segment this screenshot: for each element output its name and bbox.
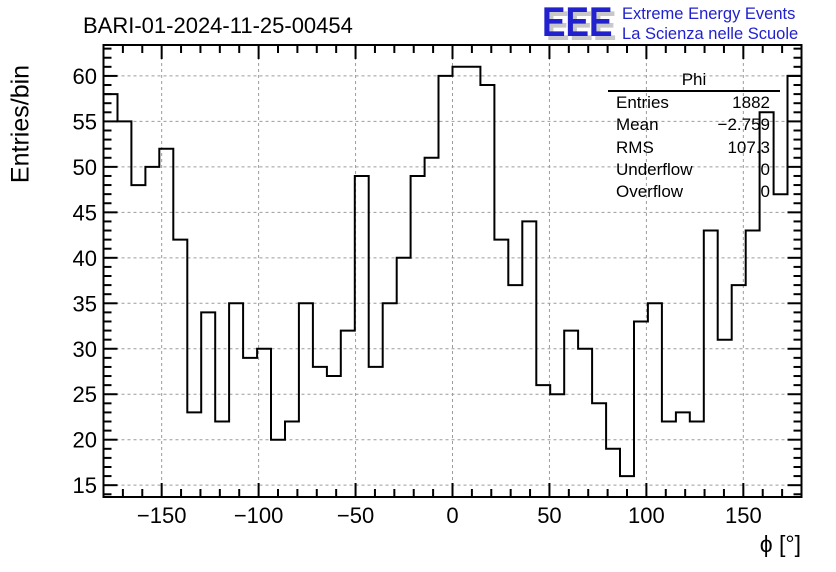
eee-logo-taglines: Extreme Energy Events La Scienza nelle S… [622, 2, 798, 44]
x-tick-label: −150 [137, 503, 187, 528]
x-tick-label: 50 [537, 503, 561, 528]
y-tick-label: 20 [73, 428, 97, 453]
stats-row-overflow: Overflow 0 [616, 182, 770, 202]
stats-box: Phi Entries 1882 Mean −2.759 RMS 107.3 U… [608, 71, 780, 203]
y-tick-label: 55 [73, 109, 97, 134]
x-tick-label: −100 [234, 503, 284, 528]
histogram-line [103, 65, 802, 478]
y-tick-label: 30 [73, 337, 97, 362]
axis-ticks [103, 45, 802, 497]
y-tick-label: 25 [73, 382, 97, 407]
stats-box-title: Phi [608, 71, 780, 92]
x-tick-label: 0 [446, 503, 458, 528]
y-tick-label: 60 [73, 64, 97, 89]
y-tick-label: 35 [73, 291, 97, 316]
eee-logo-tagline-1: Extreme Energy Events [622, 5, 796, 23]
eee-logo-tagline-2: La Scienza nelle Scuole [622, 24, 799, 43]
x-axis-title: ϕ [°] [759, 531, 801, 557]
x-tick-label: −50 [337, 503, 374, 528]
x-tick-label: 100 [628, 503, 665, 528]
x-tick-label: 150 [725, 503, 762, 528]
stats-row-entries: Entries 1882 [616, 93, 770, 112]
y-tick-label: 45 [73, 200, 97, 225]
stats-row-mean: Mean −2.759 [616, 115, 770, 135]
y-tick-label: 15 [73, 473, 97, 498]
stats-row-rms: RMS 107.3 [616, 137, 770, 157]
eee-logo: EEE Extreme Energy Events La Scienza nel… [542, 2, 798, 46]
stats-row-underflow: Underflow 0 [616, 159, 770, 179]
page-title: BARI-01-2024-11-25-00454 [83, 13, 353, 38]
y-tick-label: 50 [73, 155, 97, 180]
y-tick-label: 40 [73, 246, 97, 271]
tick-labels: −150 −100 −50 0 50 100 150 15 20 25 30 35 40 45 50 55 60 [73, 64, 762, 528]
eee-logo-acronym: EEE [542, 0, 613, 46]
